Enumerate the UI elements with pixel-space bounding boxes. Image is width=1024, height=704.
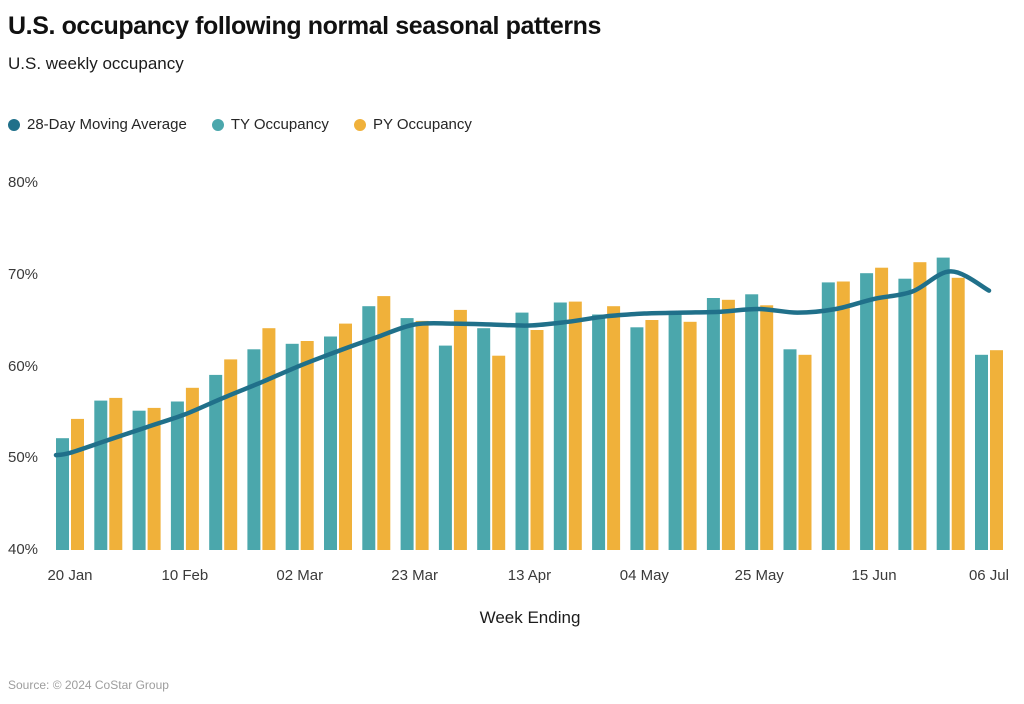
py-bar (530, 330, 544, 550)
legend-label: PY Occupancy (372, 116, 472, 133)
ty-bar (209, 374, 223, 550)
ty-bar (553, 302, 567, 550)
py-bar (377, 296, 391, 550)
py-bar (300, 341, 314, 550)
py-bar (109, 397, 123, 550)
x-axis-title: Week Ending (479, 608, 581, 627)
py-bar (185, 387, 199, 550)
py-bar (760, 305, 774, 550)
x-tick-label: 04 May (619, 567, 669, 584)
ty-bar (592, 314, 606, 550)
x-tick-label: 13 Apr (507, 567, 552, 584)
x-tick-label: 15 Jun (851, 567, 897, 584)
ty-bar (400, 318, 414, 550)
y-tick-label: 80% (8, 174, 39, 192)
ty-bar (324, 336, 337, 550)
py-occupancy-dot-icon (353, 118, 366, 131)
py-bar (71, 418, 84, 550)
y-tick-label: 70% (8, 266, 39, 284)
py-bar (875, 267, 889, 550)
ty-occupancy-dot-icon (211, 118, 224, 131)
legend-item-ty-occupancy: TY Occupancy (211, 116, 329, 133)
ty-bar (745, 294, 759, 550)
ty-bar (898, 278, 912, 550)
ty-bar (170, 401, 184, 550)
x-tick-label: 10 Feb (161, 567, 209, 584)
py-bar (415, 320, 429, 550)
legend-item-moving-average: 28-Day Moving Average (8, 116, 187, 133)
x-tick-label: 20 Jan (47, 567, 93, 584)
py-bar (607, 306, 621, 550)
py-bar (492, 355, 506, 550)
x-tick-label: 06 Jul (968, 567, 1009, 584)
py-bar (836, 281, 850, 550)
legend-label: 28-Day Moving Average (27, 116, 187, 133)
chart-title: U.S. occupancy following normal seasonal… (8, 12, 602, 40)
y-tick-label: 60% (8, 357, 39, 375)
ty-bar (477, 328, 491, 550)
ty-bar (515, 312, 529, 550)
y-tick-label: 40% (8, 541, 39, 558)
py-bar (990, 350, 1003, 550)
legend-item-py-occupancy: PY Occupancy (353, 116, 472, 133)
ty-bar (860, 273, 874, 550)
py-bar (951, 277, 965, 550)
py-bar (568, 301, 582, 550)
ty-bar (936, 257, 950, 550)
py-bar (262, 328, 276, 550)
py-bar (721, 299, 735, 550)
ty-bar (132, 410, 146, 550)
y-tick-label: 50% (8, 449, 39, 467)
py-bar (798, 354, 812, 550)
legend-label: TY Occupancy (230, 116, 329, 133)
ty-bar (285, 343, 299, 550)
moving-average-dot-icon (8, 118, 20, 131)
moving-average-line (53, 269, 992, 458)
py-bar (683, 321, 697, 550)
py-bar (224, 359, 238, 550)
ty-bar (56, 438, 69, 550)
ty-bar (438, 345, 452, 550)
ty-bar (630, 327, 644, 550)
ty-bar (975, 354, 988, 550)
ty-bar (94, 400, 108, 550)
ty-bar (706, 298, 720, 550)
py-bar (645, 320, 659, 550)
ty-bar (783, 349, 797, 550)
py-bar (913, 262, 927, 550)
x-tick-label: 23 Mar (391, 567, 438, 584)
py-bar (453, 309, 467, 550)
ty-bar (247, 349, 261, 550)
chart-subtitle: U.S. weekly occupancy (8, 54, 184, 73)
legend: 28-Day Moving Average TY Occupancy PY Oc… (8, 116, 472, 133)
ty-bar (668, 311, 682, 550)
x-tick-label: 02 Mar (276, 567, 324, 584)
ty-bar (362, 306, 376, 550)
py-bar (147, 407, 161, 550)
py-bar (339, 323, 352, 550)
x-tick-label: 25 May (734, 567, 784, 584)
ty-bar (821, 282, 835, 550)
source-note: Source: © 2024 CoStar Group (8, 678, 169, 692)
